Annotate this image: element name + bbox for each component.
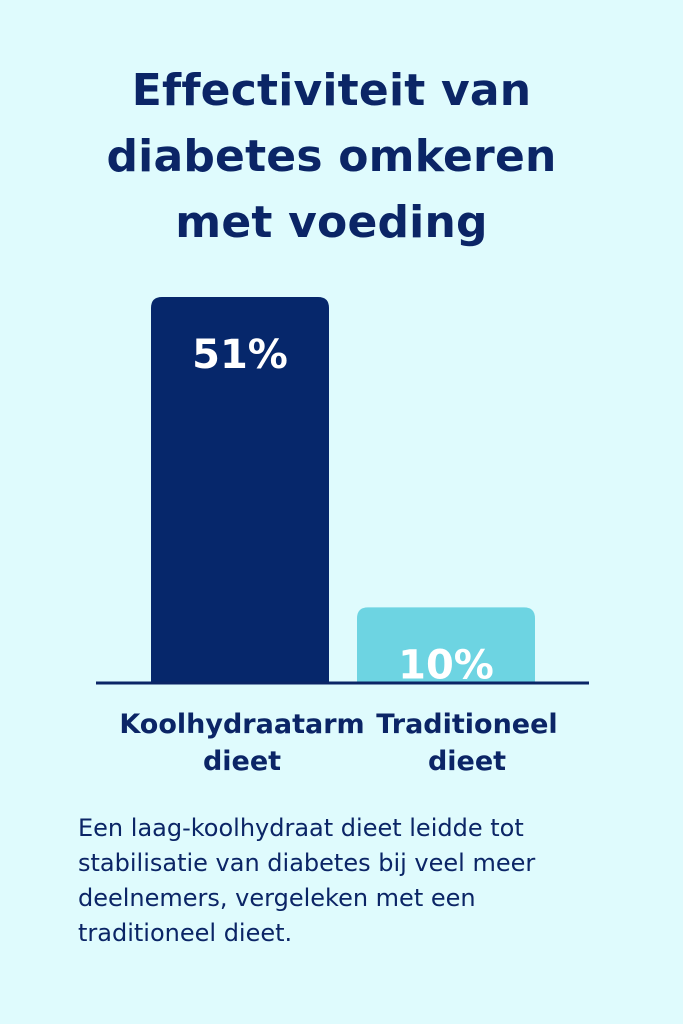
bar-1: [151, 297, 329, 683]
category-label-2-line-1: Traditioneel: [376, 709, 557, 740]
chart-title-line-2: diabetes omkeren: [106, 131, 557, 182]
bar-value-label-2: 10%: [398, 642, 494, 688]
category-label-2-line-2: dieet: [428, 746, 506, 777]
category-label-1-line-1: Koolhydraatarm: [119, 709, 364, 740]
category-label-1-line-2: dieet: [203, 746, 281, 777]
bar-2: [357, 607, 535, 683]
bar-value-label-1: 51%: [192, 332, 288, 378]
chart-title-line-3: met voeding: [175, 197, 488, 248]
chart-caption: Een laag-koolhydraat dieet leidde tot st…: [78, 814, 536, 947]
chart-title-line-1: Effectiviteit van: [131, 65, 532, 116]
chart-title: Effectiviteit van diabetes omkeren met v…: [40, 58, 623, 256]
